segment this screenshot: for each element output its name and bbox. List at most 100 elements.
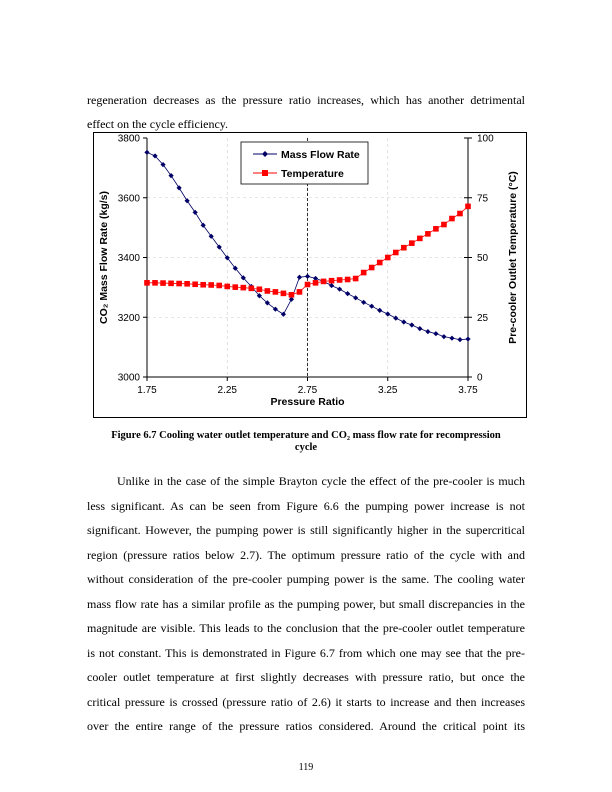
- data-point-mass-flow: [328, 282, 335, 289]
- data-point-temperature: [272, 289, 279, 295]
- data-point-mass-flow: [208, 233, 214, 239]
- text-line: is not constant. This is demonstrated in…: [87, 645, 525, 660]
- data-point-temperature: [417, 235, 423, 242]
- data-point-mass-flow: [280, 311, 287, 317]
- y2-tick-label: 25: [477, 313, 489, 324]
- data-point-mass-flow: [377, 307, 383, 313]
- figure-caption-cont: cycle: [294, 442, 318, 453]
- data-point-temperature: [392, 249, 399, 256]
- data-point-temperature: [425, 231, 431, 237]
- text-line: significant. However, the pumping power …: [87, 523, 525, 537]
- legend: [240, 141, 369, 185]
- y-tick-label: 3400: [118, 253, 141, 264]
- chart: 1.75 2.25 2.75 3.25 3.75 3000 3200 3400 3600 3800…: [98, 134, 519, 409]
- data-point-mass-flow: [393, 315, 399, 321]
- text-line: regeneration decreases as the pressure r…: [87, 93, 525, 107]
- data-point-mass-flow: [369, 303, 375, 309]
- data-point-temperature: [368, 264, 375, 271]
- data-point-temperature: [280, 290, 287, 297]
- y-tick-label: 3600: [118, 193, 141, 204]
- data-point-temperature: [176, 280, 182, 287]
- data-point-temperature: [457, 210, 463, 217]
- data-point-mass-flow: [304, 273, 311, 279]
- data-point-mass-flow: [353, 295, 359, 301]
- x-tick-label: 1.75: [137, 385, 157, 396]
- text-line: without consideration of the pre-cooler …: [87, 572, 525, 586]
- data-point-temperature: [304, 281, 311, 288]
- data-point-mass-flow: [176, 185, 182, 191]
- data-point-temperature: [168, 280, 174, 287]
- data-point-mass-flow: [401, 319, 407, 325]
- text-line: less significant. As can be seen from Fi…: [87, 498, 525, 513]
- data-point-mass-flow: [264, 300, 270, 306]
- data-point-mass-flow: [216, 244, 222, 250]
- data-point-temperature: [160, 280, 166, 286]
- data-point-mass-flow: [160, 161, 166, 168]
- data-point-mass-flow: [417, 326, 423, 332]
- data-point-mass-flow: [288, 296, 295, 302]
- x-tick-label: 2.75: [298, 385, 318, 396]
- data-point-mass-flow: [152, 153, 158, 159]
- data-point-mass-flow: [425, 328, 431, 335]
- data-point-temperature: [336, 277, 343, 283]
- y2-tick-label: 75: [477, 193, 489, 204]
- data-point-mass-flow: [441, 334, 447, 340]
- data-point-mass-flow: [361, 299, 367, 305]
- y2-tick-label: 50: [477, 253, 489, 264]
- data-point-mass-flow: [449, 335, 455, 341]
- legend-marker-square: [262, 170, 268, 176]
- data-point-temperature: [288, 291, 295, 298]
- data-point-temperature: [240, 284, 247, 291]
- data-point-temperature: [344, 276, 351, 283]
- data-point-temperature: [465, 203, 471, 210]
- text-line: critical pressure is crossed (pressure r…: [87, 694, 525, 709]
- data-point-mass-flow: [168, 173, 174, 179]
- data-point-temperature: [192, 281, 198, 288]
- data-point-temperature: [320, 278, 327, 285]
- data-point-mass-flow: [337, 286, 343, 292]
- text-line: magnitude are visible. This leads to the…: [87, 621, 525, 635]
- data-point-temperature: [384, 254, 391, 261]
- data-point-temperature: [208, 282, 214, 288]
- data-point-temperature: [401, 244, 407, 251]
- data-point-temperature: [144, 280, 150, 286]
- data-point-mass-flow: [184, 198, 190, 204]
- data-point-temperature: [296, 289, 303, 295]
- data-point-mass-flow: [296, 274, 303, 280]
- data-point-temperature: [433, 226, 439, 232]
- data-point-temperature: [312, 280, 319, 286]
- text-line: effect on the cycle efficiency.: [87, 117, 229, 131]
- data-point-mass-flow: [457, 337, 463, 343]
- x-tick-label: 3.25: [378, 385, 398, 396]
- figure-caption: Figure 6.7 Cooling water outlet temperat…: [111, 430, 501, 441]
- data-point-mass-flow: [240, 275, 246, 281]
- data-point-mass-flow: [433, 331, 439, 337]
- text-line: over the entire range of the pressure ra…: [87, 719, 525, 733]
- text-line: mass flow rate has a similar profile as …: [87, 596, 525, 611]
- legend-marker-diamond: [262, 151, 268, 157]
- data-point-mass-flow: [192, 209, 198, 215]
- data-point-temperature: [352, 275, 359, 282]
- data-point-temperature: [360, 269, 367, 276]
- data-point-temperature: [216, 282, 223, 289]
- y-tick-label: 3800: [118, 134, 141, 145]
- legend-label: Mass Flow Rate: [281, 149, 360, 161]
- data-point-temperature: [256, 286, 263, 293]
- data-point-mass-flow: [409, 322, 415, 328]
- data-point-temperature: [449, 215, 455, 222]
- text-line: Unlike in the case of the simple Brayton…: [117, 474, 525, 488]
- data-point-temperature: [224, 283, 231, 290]
- y-tick-label: 3000: [118, 373, 141, 384]
- x-tick-label: 3.75: [458, 385, 478, 396]
- data-point-temperature: [376, 259, 383, 266]
- x-axis-label: Pressure Ratio: [270, 396, 344, 408]
- x-tick-label: 2.25: [218, 385, 238, 396]
- y2-tick-label: 0: [477, 373, 483, 384]
- data-point-mass-flow: [200, 222, 206, 228]
- data-point-mass-flow: [345, 291, 351, 297]
- data-point-temperature: [184, 280, 190, 287]
- data-point-temperature: [409, 240, 415, 246]
- data-point-temperature: [152, 280, 158, 286]
- y2-tick-label: 100: [477, 134, 494, 145]
- text-line: cooler outlet temperature at first sligh…: [87, 670, 525, 684]
